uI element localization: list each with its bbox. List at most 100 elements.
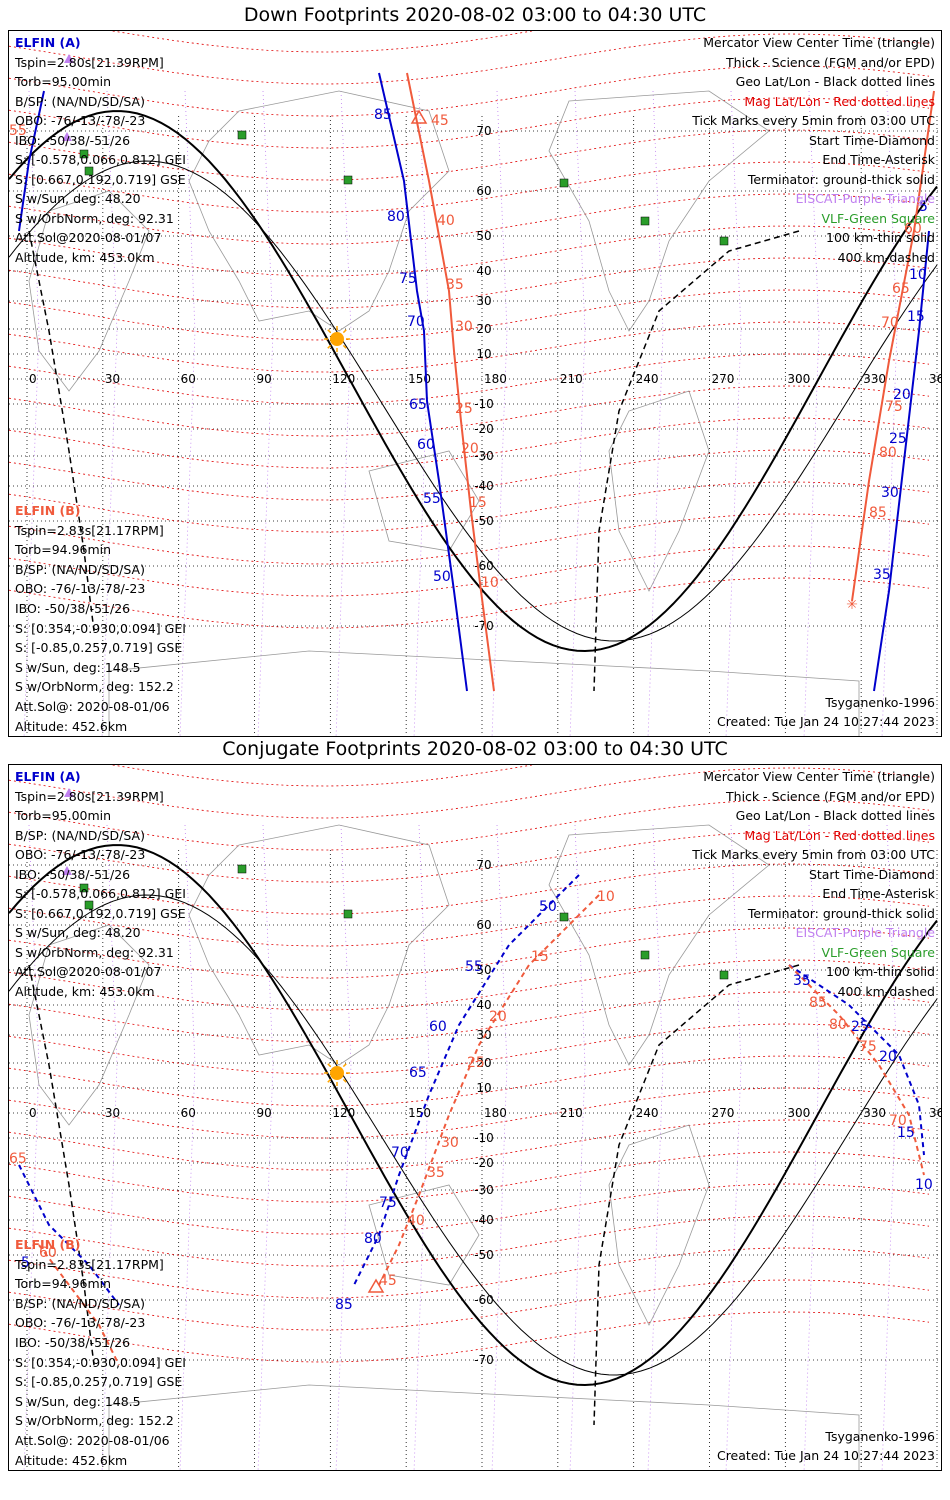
mag-lat-line <box>9 1055 930 1107</box>
elfin-a-label: ELFIN (A) <box>15 35 81 50</box>
elfin-a-line: Tspin=2.80s[21.39RPM] <box>15 54 164 70</box>
panel2-elfin-b-info: ELFIN (B) Tspin=2.83s[21.17RPM] Torb=94.… <box>15 1235 186 1470</box>
elfin-a-line: Torb=95.00min <box>15 808 112 823</box>
elfin-b-tick-label: 75 <box>885 399 903 415</box>
lat-tick-label: -30 <box>474 449 494 463</box>
mag-lon-line <box>881 90 898 736</box>
legend-item: VLF-Green Square <box>821 944 935 960</box>
elfin-b-line: Altitude: 452.6km <box>15 718 128 734</box>
panel1-legend: Mercator View Center Time (triangle) Thi… <box>692 33 935 267</box>
panel1-elfin-b-info: ELFIN (B) Tspin=2.83s[21.17RPM] Torb=94.… <box>15 501 186 736</box>
lon-tick-label: 360 <box>929 1106 942 1120</box>
terminator-400km-line <box>593 230 800 692</box>
elfin-b-line: S: [0.354,-0.930,0.094] GEI <box>15 620 186 636</box>
sun-ray <box>342 1078 347 1083</box>
created-timestamp: Created: Tue Jan 24 10:27:44 2023 <box>716 1448 935 1464</box>
lon-tick-label: 180 <box>484 1106 507 1120</box>
elfin-b-line: Att.Sol@: 2020-08-01/06 <box>15 1432 170 1448</box>
elfin-a-tick-label: 65 <box>409 1065 427 1081</box>
continent-outline <box>108 1384 860 1470</box>
legend-item: 400 km-dashed <box>837 983 935 999</box>
mag-lat-line <box>9 449 930 501</box>
mag-lat-line <box>9 545 930 597</box>
mag-lat-line <box>9 161 930 213</box>
lat-tick-label: 40 <box>476 998 491 1012</box>
legend-item: End Time-Asterisk <box>822 152 935 167</box>
legend-item: Terminator: ground-thick solid <box>747 905 935 921</box>
mag-lon-line <box>647 824 664 1470</box>
elfin-a-tick-label: 60 <box>417 437 435 453</box>
elfin-b-line: Att.Sol@: 2020-08-01/06 <box>15 698 170 714</box>
elfin-a-tick-label: 5 <box>919 199 928 215</box>
elfin-b-tick-label: 30 <box>441 1135 459 1151</box>
elfin-b-track <box>851 90 935 602</box>
mag-lon-line <box>257 90 274 736</box>
lat-tick-label: 30 <box>476 1028 491 1042</box>
lat-tick-label: -30 <box>474 1183 494 1197</box>
lat-tick-label: 60 <box>476 184 491 198</box>
mag-lon-line <box>881 824 898 1470</box>
elfin-a-tick-label: 55 <box>465 959 483 975</box>
elfin-b-conj-track <box>378 894 600 1286</box>
legend-item: Tick Marks every 5min from 03:00 UTC <box>692 847 935 862</box>
elfin-b-tick-label: 85 <box>809 995 827 1011</box>
elfin-a-tick-label: 10 <box>909 267 927 283</box>
mag-lat-line <box>110 765 535 787</box>
mag-lat-line <box>9 289 930 341</box>
elfin-b-line: Torb=94.96min <box>15 1276 112 1292</box>
elfin-b-tick-label: 20 <box>489 1009 507 1025</box>
panel-down-footprints: 0 30 60 90 120 150 180 210 240 270 300 330 360 70 60 50… <box>8 30 942 737</box>
vlf-station-square <box>237 130 247 140</box>
lat-tick-label: 30 <box>476 294 491 308</box>
elfin-b-tick-label: 30 <box>455 319 473 335</box>
continent-outline <box>108 650 860 736</box>
legend-item: Mag Lat/Lon - Red dotted lines <box>744 93 935 109</box>
lat-tick-label: -40 <box>474 1213 494 1227</box>
elfin-b-tick-label: 80 <box>829 1017 847 1033</box>
elfin-a-tick-label: 15 <box>897 1125 915 1141</box>
lat-tick-label: -50 <box>474 1248 494 1262</box>
lon-tick-label: 60 <box>181 372 196 386</box>
elfin-a-tick-label: 80 <box>364 1231 382 1247</box>
sun-ray <box>327 1078 332 1083</box>
elfin-b-line: S w/OrbNorm, deg: 152.2 <box>15 1413 174 1429</box>
mag-lon-line <box>101 90 118 736</box>
elfin-a-conj-track <box>18 1164 120 1306</box>
legend-item: EISCAT-Purple Triangle <box>795 925 935 940</box>
elfin-b-tick-label: 45 <box>431 113 449 129</box>
vlf-station-square <box>343 175 353 185</box>
vlf-station-square <box>640 216 650 226</box>
sun-ray <box>342 329 347 334</box>
mag-lon-line <box>335 90 352 736</box>
mag-lon-line <box>569 90 586 736</box>
terminator-100km-line <box>9 160 938 642</box>
mag-lat-line <box>9 1023 930 1075</box>
elfin-b-tick-label: 60 <box>904 221 922 237</box>
elfin-a-tick-label: 75 <box>379 1195 397 1211</box>
elfin-b-tick-label: 70 <box>889 1113 907 1129</box>
lon-tick-label: 360 <box>929 372 942 386</box>
mag-lon-line <box>491 90 508 736</box>
elfin-b-tick-label: 40 <box>407 1213 425 1229</box>
mag-lat-line <box>9 417 930 469</box>
created-timestamp: Created: Tue Jan 24 10:27:44 2023 <box>716 714 935 730</box>
legend-item: Start Time-Diamond <box>808 866 935 882</box>
elfin-a-track <box>378 72 468 692</box>
elfin-a-tick-label: 15 <box>907 309 925 325</box>
mag-lon-line <box>101 824 118 1470</box>
elfin-b-line: B/SP: (NA/ND/SD/SA) <box>15 561 145 577</box>
mag-lat-line <box>9 1311 930 1363</box>
elfin-a-line: Torb=95.00min <box>15 74 112 89</box>
lat-tick-label: 50 <box>476 963 491 977</box>
vlf-station-square <box>640 950 650 960</box>
elfin-b-track <box>406 72 495 692</box>
lat-tick-label: 20 <box>476 1056 491 1070</box>
panel1-elfin-a-info: ELFIN (A) Tspin=2.80s[21.39RPM] Torb=95.… <box>15 33 186 267</box>
elfin-b-tick-label: 15 <box>531 949 549 965</box>
lon-tick-label: 60 <box>181 1106 196 1120</box>
terminator-line <box>9 110 938 653</box>
continent-outline <box>188 90 450 332</box>
panel2-elfin-a-info: ELFIN (A) Tspin=2.80s[21.39RPM] Torb=95.… <box>15 767 186 1001</box>
legend-item: Terminator: ground-thick solid <box>747 171 935 187</box>
lat-tick-label: 50 <box>476 229 491 243</box>
